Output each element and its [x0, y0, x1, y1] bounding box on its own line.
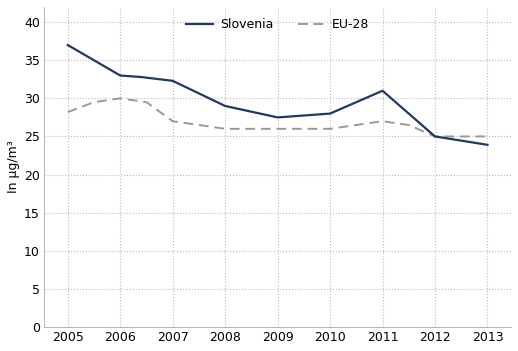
- EU-28: [222, 127, 228, 131]
- EU-28: [65, 110, 71, 114]
- EU-28: [432, 134, 438, 139]
- Slovenia: [138, 75, 145, 79]
- Slovenia: [484, 143, 491, 147]
- Slovenia: [117, 73, 123, 78]
- Slovenia: [379, 89, 385, 93]
- EU-28: [327, 127, 333, 131]
- Legend: Slovenia, EU-28: Slovenia, EU-28: [181, 13, 374, 36]
- Slovenia: [222, 104, 228, 108]
- Slovenia: [275, 115, 281, 119]
- Slovenia: [169, 79, 176, 83]
- EU-28: [91, 100, 97, 104]
- Line: Slovenia: Slovenia: [68, 45, 487, 145]
- Slovenia: [327, 112, 333, 116]
- EU-28: [379, 119, 385, 123]
- Line: EU-28: EU-28: [68, 98, 487, 137]
- Slovenia: [65, 43, 71, 47]
- EU-28: [117, 96, 123, 100]
- Y-axis label: In μg/m³: In μg/m³: [7, 140, 20, 193]
- Slovenia: [432, 134, 438, 139]
- EU-28: [275, 127, 281, 131]
- EU-28: [484, 134, 491, 139]
- EU-28: [406, 123, 412, 127]
- EU-28: [143, 100, 150, 104]
- EU-28: [169, 119, 176, 123]
